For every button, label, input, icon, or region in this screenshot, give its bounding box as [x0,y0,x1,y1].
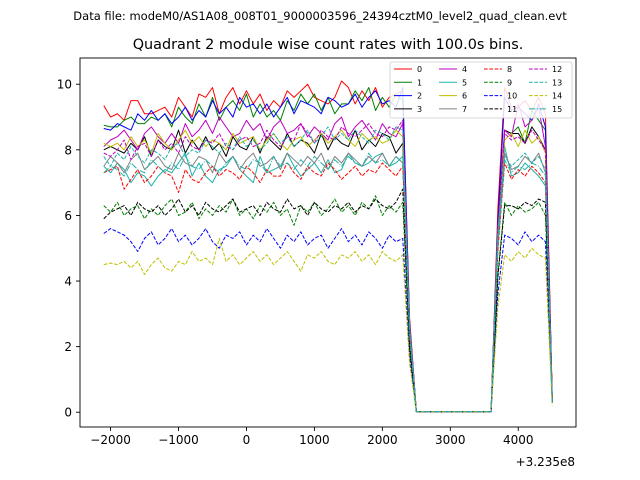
legend-label-9: 9 [507,78,512,87]
legend-label-15: 15 [552,105,562,114]
legend-box [389,61,573,119]
legend-label-0: 0 [417,65,422,74]
legend-label-2: 2 [417,92,422,101]
legend-label-5: 5 [462,78,467,87]
x-tick-label: −1000 [158,433,199,447]
x-tick-label: 3000 [435,433,466,447]
y-tick-label: 4 [64,275,72,289]
y-tick-label: 2 [64,340,72,354]
x-tick-label: 4000 [503,433,534,447]
plot-area: −2000 −1000 0 1000 2000 3000 40000246810012345… [57,57,577,447]
legend-label-6: 6 [462,92,467,101]
y-tick-label: 10 [57,78,72,92]
legend-label-14: 14 [552,92,562,101]
chart-title: Quadrant 2 module wise count rates with … [133,37,524,53]
y-tick-label: 8 [64,143,72,157]
y-tick-label: 0 [64,406,72,420]
series-line-15 [103,152,553,413]
figure-suptitle: Data file: modeM0/AS1A08_008T01_90000035… [73,9,567,23]
legend-label-3: 3 [417,105,422,114]
x-tick-label: 2000 [367,433,398,447]
legend-label-8: 8 [507,65,512,74]
legend-label-7: 7 [462,105,467,114]
x-tick-label: 1000 [299,433,330,447]
legend-label-11: 11 [507,105,517,114]
legend-label-1: 1 [417,78,422,87]
x-tick-label: 0 [243,433,251,447]
y-tick-label: 6 [64,209,72,223]
x-tick-label: −2000 [90,433,131,447]
legend-label-12: 12 [552,65,562,74]
legend-label-10: 10 [507,92,517,101]
axes-frame [79,57,577,428]
legend-label-4: 4 [462,65,467,74]
legend-label-13: 13 [552,78,562,87]
x-offset-label: +3.235e8 [516,455,575,469]
